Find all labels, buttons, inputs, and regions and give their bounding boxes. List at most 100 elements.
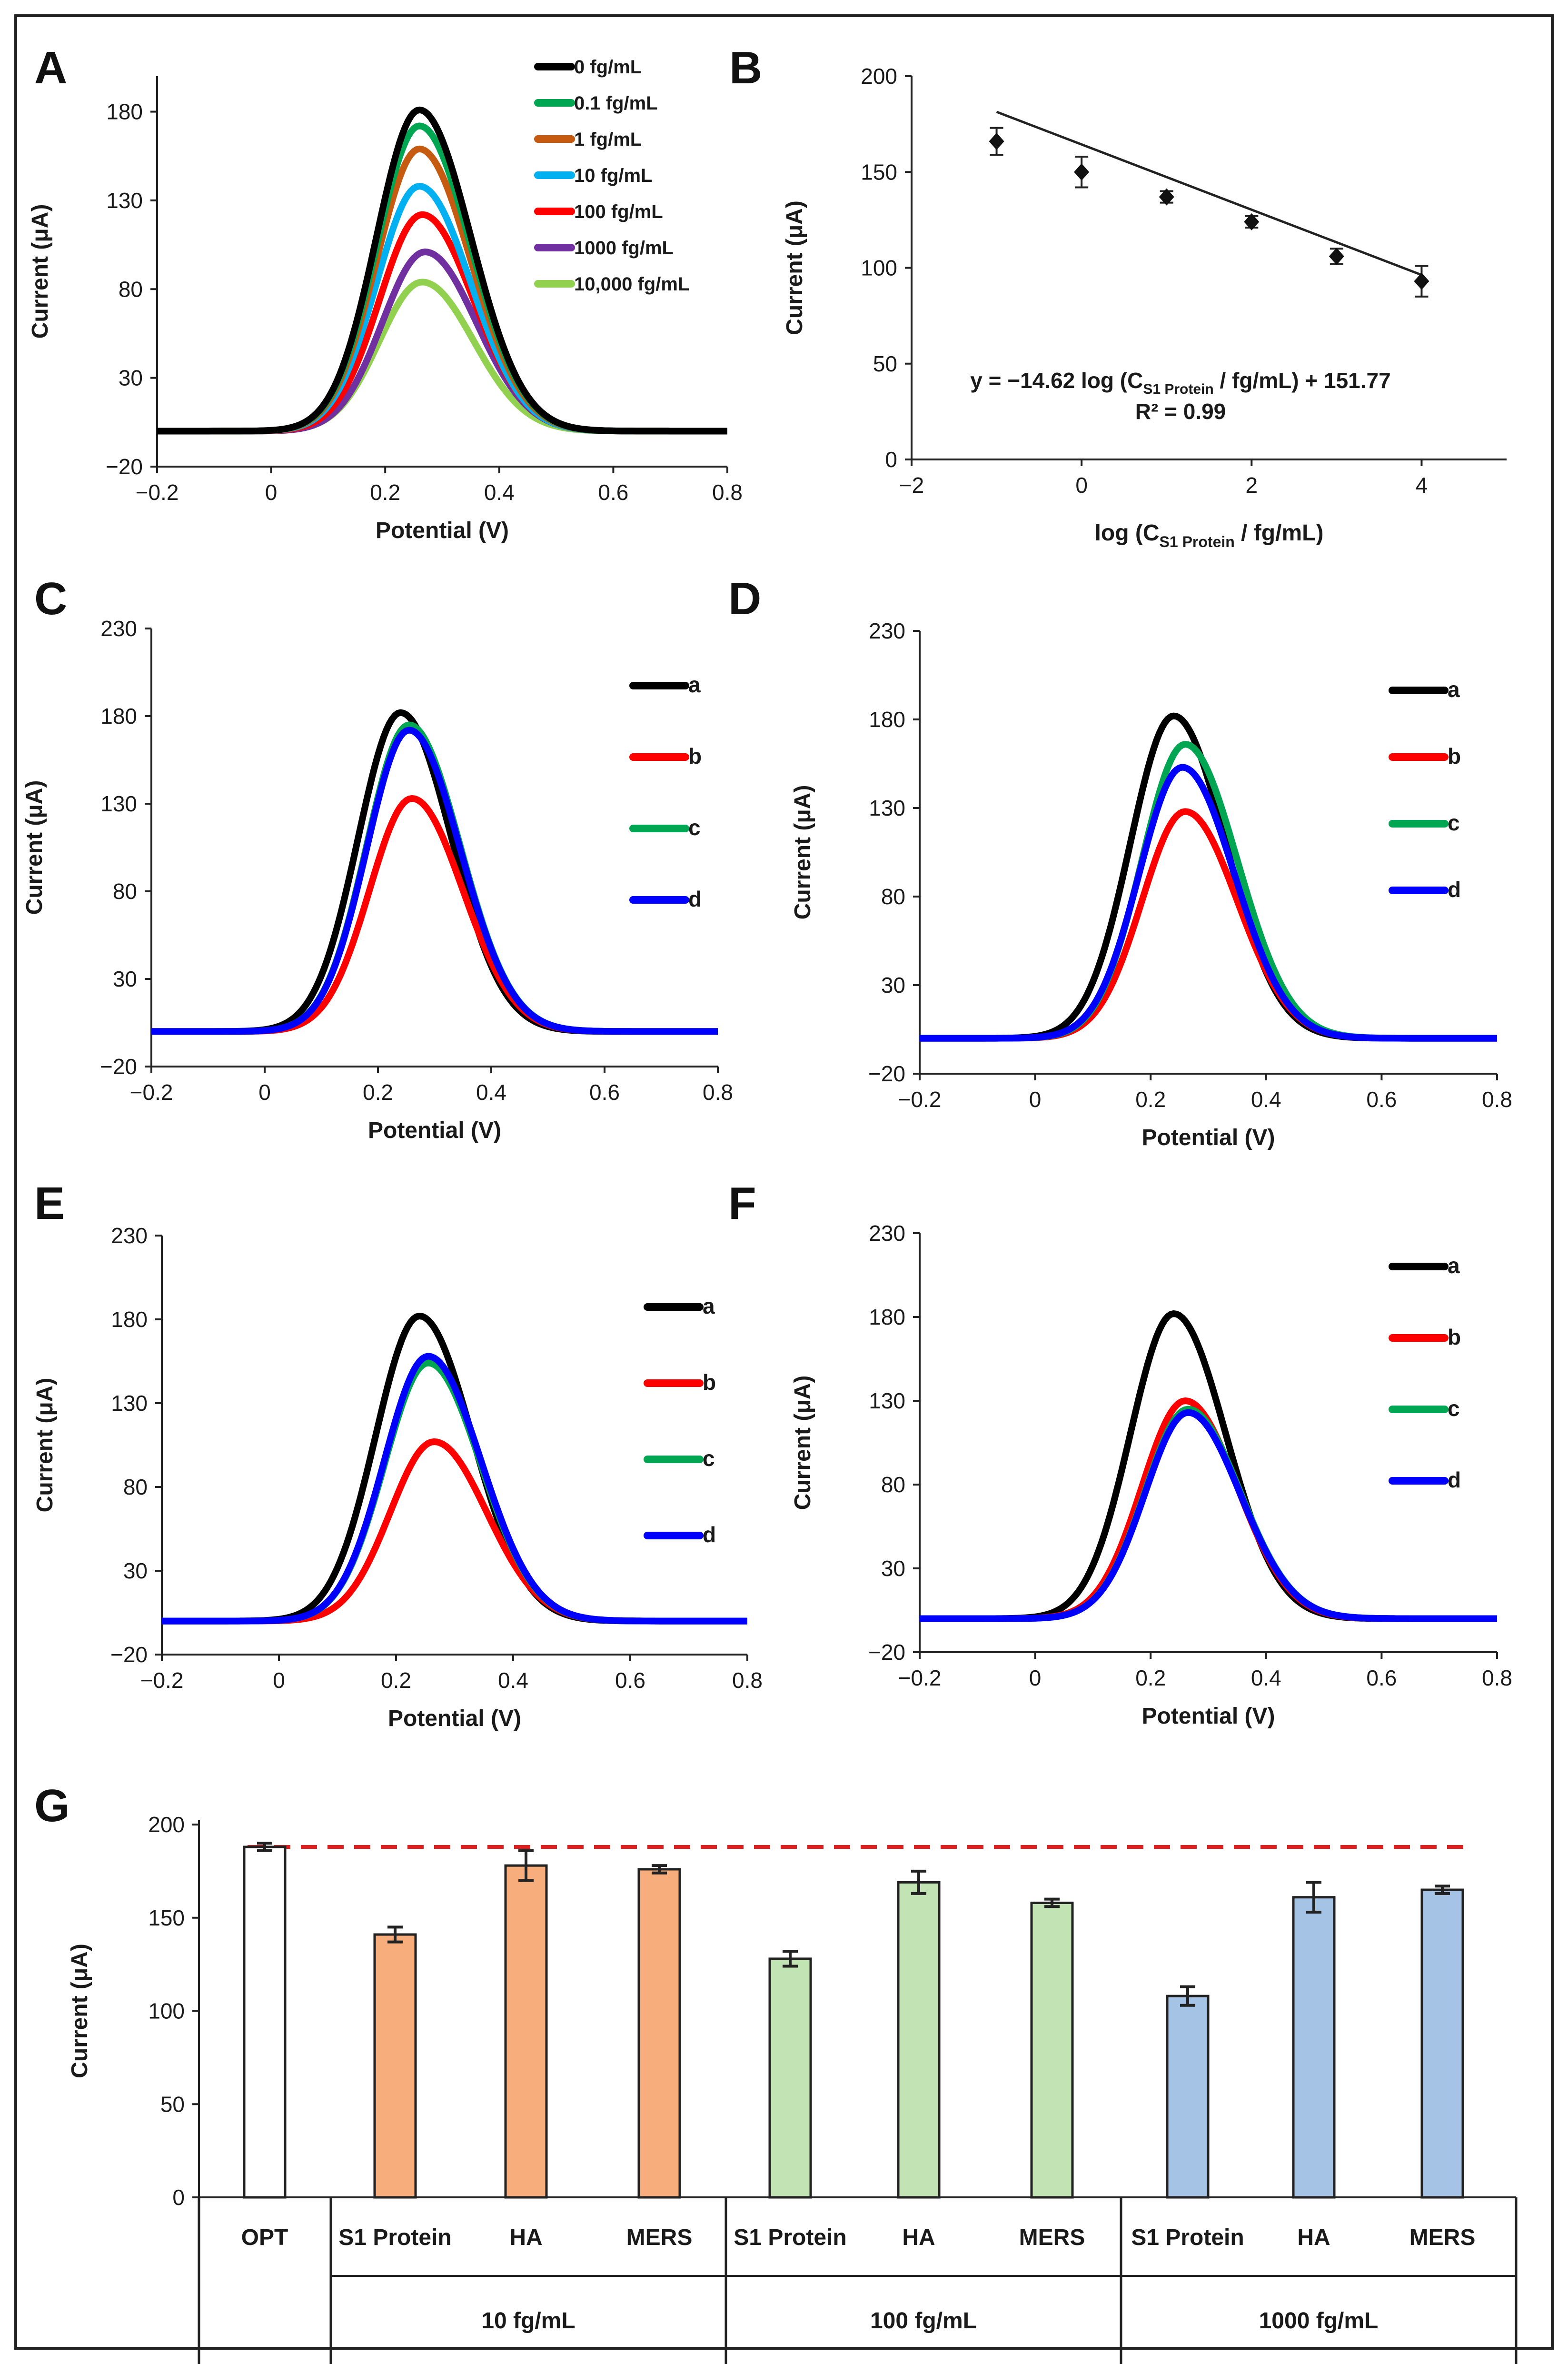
series-line-b	[150, 795, 718, 1035]
category-label: MERS	[1019, 2225, 1085, 2250]
x-tick-label: −2	[899, 473, 924, 498]
y-axis-label: Current (μA)	[22, 780, 47, 915]
x-tick-label: −0.2	[140, 1668, 184, 1693]
x-axis-label: Potential (V)	[376, 518, 509, 543]
x-tick-label: 0	[1075, 473, 1088, 498]
series-line-d	[919, 1409, 1498, 1622]
y-tick-label: 150	[148, 1905, 185, 1930]
x-tick-label: 0.6	[615, 1668, 645, 1693]
category-label: HA	[902, 2225, 935, 2250]
category-label: HA	[509, 2225, 542, 2250]
bar	[1292, 1896, 1336, 2199]
legend-label: 100 fg/mL	[574, 201, 663, 222]
y-tick-label: −20	[106, 454, 143, 479]
data-point	[1074, 163, 1090, 181]
x-tick-label: 0	[258, 1080, 271, 1105]
y-tick-label: 80	[113, 879, 137, 904]
x-tick-label: 0.2	[1135, 1087, 1166, 1112]
legend-label: b	[688, 744, 702, 768]
bar	[1030, 1901, 1074, 2199]
y-axis-label: Current (μA)	[28, 204, 53, 339]
x-tick-label: 2	[1245, 473, 1258, 498]
series-line-0-fg-mL	[157, 106, 728, 435]
fit-equation: y = −14.62 log (CS1 Protein / fg/mL) + 1…	[970, 368, 1390, 397]
x-tick-label: 0.8	[732, 1668, 763, 1693]
series-line-d	[161, 1353, 748, 1625]
panel-G: 0 50 100 150 200 Current (μA) G OPT S1 Protein HA…	[34, 1780, 1518, 2364]
x-tick-label: 0.4	[498, 1668, 528, 1693]
legend-label: c	[1448, 1396, 1460, 1421]
y-tick-label: 80	[881, 884, 905, 909]
y-tick-label: 30	[881, 973, 905, 997]
y-tick-label: 180	[100, 704, 137, 728]
bar	[637, 1868, 681, 2199]
y-tick-label: 80	[119, 277, 143, 301]
y-tick-label: 30	[113, 967, 137, 991]
series-line-a	[161, 1313, 748, 1625]
fit-equation-part: y = −14.62 log (C	[970, 368, 1143, 393]
fit-line	[996, 110, 1422, 276]
legend-label: 0 fg/mL	[574, 57, 642, 78]
y-tick-label: 80	[123, 1475, 148, 1499]
y-axis-label: Current (μA)	[790, 785, 815, 920]
series-line-10-000-fg-mL	[157, 279, 728, 435]
fit-equation-part: / fg/mL) + 151.77	[1214, 368, 1391, 393]
y-tick-label: 30	[123, 1558, 148, 1583]
legend-label: 10,000 fg/mL	[574, 274, 689, 295]
x-tick-label: −0.2	[898, 1666, 942, 1690]
category-label: S1 Protein	[338, 2225, 451, 2250]
x-axis-label: Potential (V)	[1141, 1125, 1275, 1150]
y-tick-label: 150	[861, 160, 897, 184]
bar	[897, 1881, 941, 2199]
legend-label: d	[1448, 1467, 1461, 1492]
x-tick-label: 0.6	[598, 480, 628, 505]
x-tick-label: 0.4	[1251, 1666, 1281, 1690]
x-tick-label: 0	[1029, 1087, 1042, 1112]
y-tick-label: −20	[868, 1061, 905, 1086]
y-tick-label: 200	[861, 64, 897, 89]
bar	[243, 1845, 287, 2199]
x-axis-label: Potential (V)	[368, 1118, 501, 1143]
category-label: MERS	[626, 2225, 693, 2250]
data-point	[989, 132, 1004, 150]
x-tick-label: 0.8	[1482, 1087, 1512, 1112]
legend-label: d	[688, 887, 702, 911]
y-tick-label: 130	[111, 1391, 148, 1416]
x-tick-label: 0.8	[1482, 1666, 1512, 1690]
y-tick-label: −20	[110, 1642, 148, 1667]
y-tick-label: 130	[106, 188, 143, 213]
legend-label: b	[1448, 1325, 1461, 1349]
category-label: HA	[1297, 2225, 1330, 2250]
y-tick-label: 230	[869, 618, 905, 643]
y-axis-label: Current (μA)	[782, 200, 807, 335]
group-label: 10 fg/mL	[481, 2308, 575, 2334]
y-tick-label: 230	[100, 616, 137, 641]
series-line-b	[161, 1438, 748, 1625]
series-line-a	[919, 1310, 1498, 1622]
data-point	[1159, 188, 1174, 206]
x-axis-label: Potential (V)	[388, 1706, 521, 1731]
y-tick-label: 130	[869, 796, 905, 820]
bar	[373, 1933, 417, 2199]
data-point	[1329, 248, 1344, 265]
series-line-c	[919, 1406, 1498, 1622]
y-tick-label: 50	[873, 351, 897, 376]
y-tick-label: 30	[119, 366, 143, 390]
legend-label: 10 fg/mL	[574, 165, 652, 186]
x-tick-label: 4	[1416, 473, 1428, 498]
x-axis-label: log (CS1 Protein / fg/mL)	[1095, 520, 1324, 550]
legend-label: c	[688, 815, 701, 840]
legend-label: d	[1448, 877, 1461, 902]
figure-frame	[14, 14, 1554, 2350]
bar	[1420, 1888, 1464, 2199]
y-axis-label: Current (μA)	[67, 1944, 92, 2078]
y-axis-label: Current (μA)	[790, 1376, 815, 1510]
x-axis-label-subscript: S1 Protein	[1160, 533, 1235, 550]
y-tick-label: 0	[172, 2185, 185, 2210]
series-line-b	[919, 808, 1498, 1042]
x-tick-label: 0.2	[1135, 1666, 1166, 1690]
x-tick-label: 0.8	[712, 480, 743, 505]
category-label: S1 Protein	[734, 2225, 846, 2250]
x-axis-label: Potential (V)	[1141, 1704, 1275, 1729]
